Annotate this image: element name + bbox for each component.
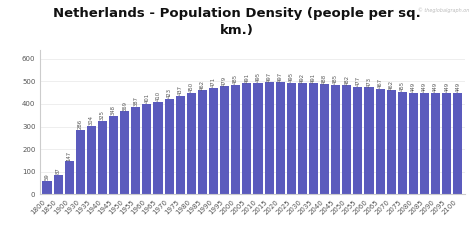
Text: 449: 449 bbox=[456, 82, 460, 92]
Bar bbox=[420, 93, 429, 194]
Bar bbox=[275, 82, 285, 194]
Bar bbox=[287, 82, 296, 194]
Bar bbox=[409, 93, 418, 194]
Text: 491: 491 bbox=[311, 73, 316, 83]
Bar bbox=[142, 104, 152, 194]
Text: 325: 325 bbox=[100, 110, 105, 121]
Text: 87: 87 bbox=[55, 167, 61, 174]
Bar bbox=[398, 92, 407, 194]
Text: 462: 462 bbox=[389, 79, 394, 89]
Text: 387: 387 bbox=[133, 96, 138, 106]
Text: 477: 477 bbox=[356, 76, 360, 86]
Text: 467: 467 bbox=[378, 78, 383, 88]
Bar bbox=[220, 86, 229, 194]
Bar bbox=[331, 85, 340, 194]
Text: 304: 304 bbox=[89, 115, 94, 125]
Text: 423: 423 bbox=[167, 88, 172, 98]
Bar bbox=[176, 96, 185, 194]
Bar bbox=[309, 83, 318, 194]
Bar bbox=[320, 84, 329, 194]
Text: 286: 286 bbox=[78, 119, 83, 129]
Text: 410: 410 bbox=[155, 91, 161, 101]
Bar bbox=[76, 130, 85, 194]
Bar bbox=[442, 93, 451, 194]
Text: 348: 348 bbox=[111, 105, 116, 115]
Text: 59: 59 bbox=[45, 174, 49, 181]
Bar bbox=[164, 99, 173, 194]
Bar bbox=[342, 85, 351, 194]
Bar bbox=[375, 89, 385, 194]
Bar bbox=[264, 82, 273, 194]
Text: © theglobalgraph.on: © theglobalgraph.on bbox=[418, 7, 469, 13]
Text: 488: 488 bbox=[322, 73, 327, 84]
Text: 401: 401 bbox=[145, 93, 149, 103]
Bar bbox=[187, 93, 196, 194]
Text: 495: 495 bbox=[289, 72, 294, 82]
Bar bbox=[131, 107, 140, 194]
Bar bbox=[431, 93, 440, 194]
Bar bbox=[64, 161, 74, 194]
Bar bbox=[42, 181, 52, 194]
Text: 473: 473 bbox=[366, 77, 372, 87]
Bar bbox=[154, 102, 163, 194]
Bar bbox=[387, 90, 396, 194]
Bar bbox=[365, 87, 374, 194]
Text: 147: 147 bbox=[67, 150, 72, 161]
Text: 449: 449 bbox=[433, 82, 438, 92]
Text: 497: 497 bbox=[266, 71, 272, 82]
Bar bbox=[109, 116, 118, 194]
Text: 485: 485 bbox=[233, 74, 238, 84]
Bar bbox=[231, 85, 240, 194]
Bar bbox=[453, 93, 463, 194]
Text: 437: 437 bbox=[178, 85, 182, 95]
Text: 455: 455 bbox=[400, 81, 405, 91]
Text: 449: 449 bbox=[411, 82, 416, 92]
Bar bbox=[198, 90, 207, 194]
Text: Netherlands - Population Density (people per sq.
km.): Netherlands - Population Density (people… bbox=[53, 7, 421, 37]
Text: 491: 491 bbox=[245, 73, 249, 83]
Text: 462: 462 bbox=[200, 79, 205, 89]
Text: 482: 482 bbox=[344, 75, 349, 85]
Bar bbox=[209, 88, 218, 194]
Bar bbox=[242, 83, 251, 194]
Bar bbox=[353, 87, 363, 194]
Text: 495: 495 bbox=[255, 72, 260, 82]
Text: 492: 492 bbox=[300, 73, 305, 83]
Text: 449: 449 bbox=[422, 82, 427, 92]
Text: 485: 485 bbox=[333, 74, 338, 84]
Text: 497: 497 bbox=[278, 71, 283, 82]
Text: 479: 479 bbox=[222, 75, 227, 86]
Text: 369: 369 bbox=[122, 101, 127, 111]
Text: 450: 450 bbox=[189, 82, 194, 92]
Bar bbox=[298, 83, 307, 194]
Bar bbox=[120, 111, 129, 194]
Bar bbox=[54, 175, 63, 194]
Text: 449: 449 bbox=[444, 82, 449, 92]
Bar bbox=[98, 121, 107, 194]
Bar bbox=[254, 82, 263, 194]
Text: 471: 471 bbox=[211, 77, 216, 87]
Bar bbox=[87, 125, 96, 194]
